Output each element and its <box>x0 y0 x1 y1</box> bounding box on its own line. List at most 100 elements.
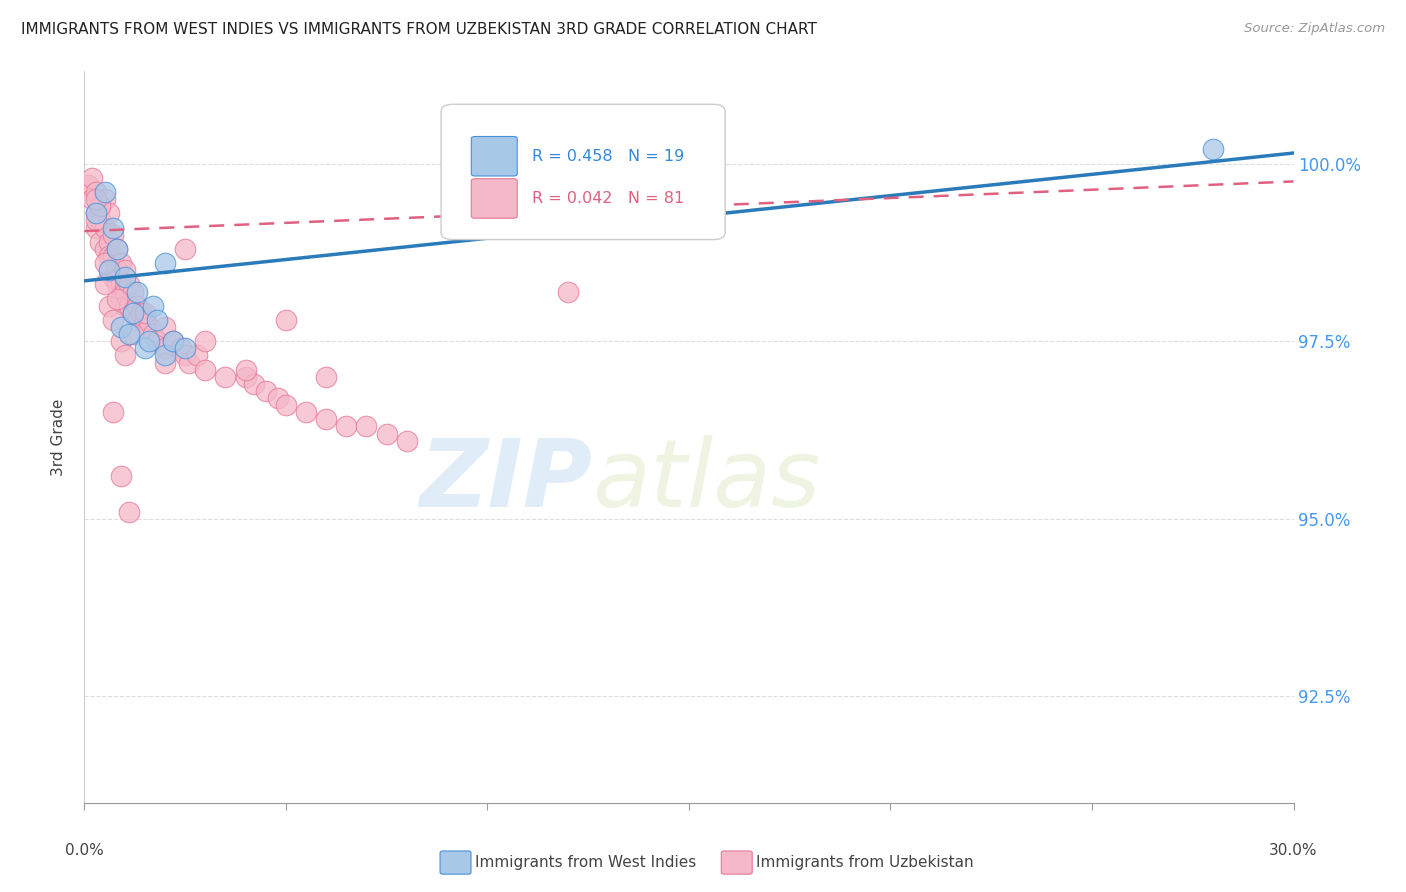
Point <box>110 334 132 349</box>
Point <box>105 292 128 306</box>
Point <box>93 192 115 206</box>
Point <box>153 355 176 369</box>
Point <box>375 426 398 441</box>
Point <box>274 313 297 327</box>
Point <box>335 419 357 434</box>
Point <box>129 306 152 320</box>
Point <box>110 256 132 270</box>
Text: Immigrants from Uzbekistan: Immigrants from Uzbekistan <box>756 855 974 870</box>
Text: Immigrants from West Indies: Immigrants from West Indies <box>475 855 696 870</box>
Point <box>110 320 132 334</box>
Point <box>162 334 184 349</box>
Point <box>153 341 176 355</box>
FancyBboxPatch shape <box>471 136 517 176</box>
Point <box>125 285 148 299</box>
Point <box>134 313 156 327</box>
Point <box>93 256 115 270</box>
Point <box>77 178 100 192</box>
Point <box>121 306 143 320</box>
Point <box>101 220 124 235</box>
Point <box>125 299 148 313</box>
Point <box>295 405 318 419</box>
Point <box>214 369 236 384</box>
Point <box>114 299 136 313</box>
Point <box>86 192 108 206</box>
Point <box>110 277 132 292</box>
Point <box>118 505 141 519</box>
Text: IMMIGRANTS FROM WEST INDIES VS IMMIGRANTS FROM UZBEKISTAN 3RD GRADE CORRELATION : IMMIGRANTS FROM WEST INDIES VS IMMIGRANT… <box>21 22 817 37</box>
Point <box>118 299 141 313</box>
Point <box>118 327 141 342</box>
Point <box>82 192 104 206</box>
Point <box>153 320 176 334</box>
Point <box>101 227 124 242</box>
Point <box>97 263 120 277</box>
Point <box>162 334 184 349</box>
Point <box>146 334 169 349</box>
Point <box>194 334 217 349</box>
Point <box>101 270 124 285</box>
Point <box>114 270 136 285</box>
Point <box>105 277 128 292</box>
Point <box>138 334 160 349</box>
Point <box>114 263 136 277</box>
Point <box>121 327 143 342</box>
Point <box>134 341 156 355</box>
Point <box>174 242 197 256</box>
Point <box>97 263 120 277</box>
Text: atlas: atlas <box>592 435 821 526</box>
Point <box>97 235 120 249</box>
Point <box>179 355 201 369</box>
Point <box>86 185 108 199</box>
Point <box>105 242 128 256</box>
Point <box>153 256 176 270</box>
Point <box>89 199 111 213</box>
Point <box>170 341 193 355</box>
Point <box>186 348 208 362</box>
Point <box>105 242 128 256</box>
Point <box>97 249 120 263</box>
Point <box>110 292 132 306</box>
Point <box>1202 143 1225 157</box>
Point <box>125 313 148 327</box>
Point <box>114 348 136 362</box>
Point <box>153 348 176 362</box>
Point <box>93 185 115 199</box>
Point <box>315 412 337 426</box>
Point <box>86 220 108 235</box>
Point <box>395 434 418 448</box>
Point <box>101 249 124 263</box>
Text: 0.0%: 0.0% <box>65 843 104 858</box>
Point <box>121 285 143 299</box>
Y-axis label: 3rd Grade: 3rd Grade <box>51 399 66 475</box>
Text: 30.0%: 30.0% <box>1270 843 1317 858</box>
Point <box>101 313 124 327</box>
Point <box>121 306 143 320</box>
Point <box>101 405 124 419</box>
Point <box>86 206 108 220</box>
Point <box>242 376 264 391</box>
Point <box>146 313 169 327</box>
Point <box>142 299 165 313</box>
FancyBboxPatch shape <box>441 104 725 240</box>
Point <box>89 213 111 227</box>
Point <box>142 327 165 342</box>
Point <box>82 170 104 185</box>
Point <box>174 348 197 362</box>
Text: R = 0.042   N = 81: R = 0.042 N = 81 <box>531 191 683 206</box>
Point <box>254 384 277 398</box>
Text: Source: ZipAtlas.com: Source: ZipAtlas.com <box>1244 22 1385 36</box>
Point <box>138 320 160 334</box>
Point <box>235 362 257 376</box>
Point <box>356 419 378 434</box>
Point <box>274 398 297 412</box>
Point <box>86 206 108 220</box>
Point <box>89 235 111 249</box>
Point <box>89 199 111 213</box>
Point <box>267 391 290 405</box>
Point <box>93 220 115 235</box>
Point <box>93 242 115 256</box>
Point <box>557 285 579 299</box>
Point <box>110 469 132 483</box>
Point <box>174 341 197 355</box>
